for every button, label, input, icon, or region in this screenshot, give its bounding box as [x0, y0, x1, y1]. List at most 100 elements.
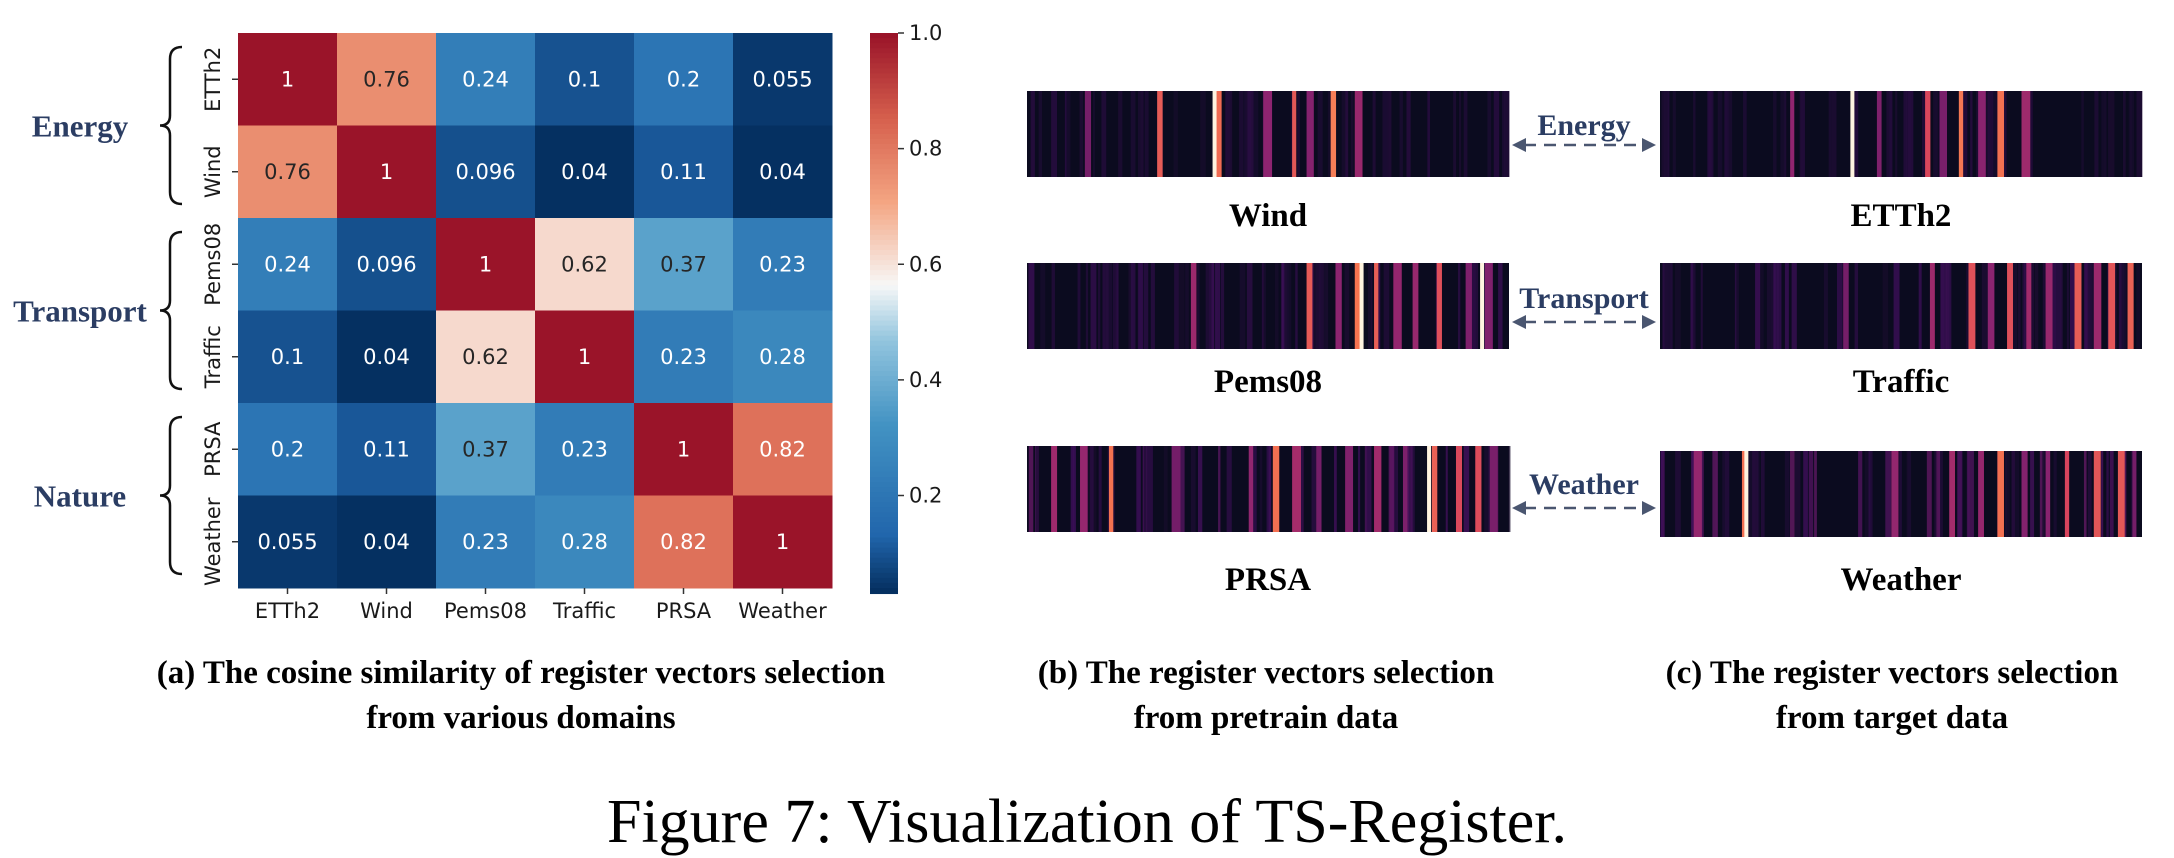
- register-bar: [1958, 91, 1964, 177]
- heatmap-cell: [436, 218, 536, 311]
- register-bar: [1274, 263, 1279, 349]
- register-bar: [1436, 263, 1442, 349]
- register-bar: [1675, 263, 1681, 349]
- register-bar: [1051, 91, 1058, 177]
- colorbar-segment: [870, 33, 898, 40]
- register-bar: [1374, 446, 1382, 532]
- register-bar: [1675, 451, 1681, 537]
- colorbar-segment: [870, 249, 898, 256]
- colorbar-segment: [870, 285, 898, 292]
- register-bar: [1320, 263, 1324, 349]
- colorbar-segment: [870, 547, 898, 554]
- heatmap-cell: [634, 495, 734, 589]
- register-bar: [2106, 451, 2109, 537]
- register-bar: [1173, 91, 1178, 177]
- register-bar: [2121, 263, 2127, 349]
- register-bar: [1472, 263, 1479, 349]
- register-bar: [2042, 263, 2049, 349]
- register-bar: [1196, 263, 1200, 349]
- heatmap-cell-label: 0.76: [264, 160, 311, 184]
- register-bar: [1940, 263, 1947, 349]
- colorbar-segment: [870, 290, 898, 297]
- colorbar-segment: [870, 138, 898, 145]
- register-bar: [1925, 91, 1931, 177]
- colorbar-segment: [870, 517, 898, 524]
- register-bar: [1458, 91, 1462, 177]
- register-bar: [2042, 451, 2048, 537]
- x-tick-label: Weather: [738, 599, 827, 623]
- heatmap-cell: [337, 218, 437, 311]
- register-bar: [1939, 91, 1948, 177]
- colorbar-segment: [870, 154, 898, 161]
- colorbar-segment: [870, 88, 898, 95]
- strip-label: ETTh2: [1851, 198, 1952, 234]
- colorbar-segment: [870, 371, 898, 378]
- register-bar: [2034, 263, 2039, 349]
- register-bar: [1993, 91, 1999, 177]
- colorbar-segment: [870, 260, 898, 267]
- colorbar-tick-label: 1.0: [909, 21, 942, 45]
- caption-c-line2: from target data: [1776, 700, 2008, 736]
- colorbar-segment: [870, 562, 898, 569]
- register-bar: [2021, 91, 2031, 177]
- register-bar: [1272, 446, 1280, 532]
- register-bar: [1693, 91, 1696, 177]
- register-bar: [2069, 263, 2076, 349]
- register-bar: [1178, 263, 1185, 349]
- colorbar-segment: [870, 325, 898, 332]
- register-bar: [1935, 451, 1941, 537]
- y-tick-label: ETTh2: [201, 47, 225, 112]
- heatmap-cell: [634, 310, 734, 404]
- register-bar: [1327, 91, 1332, 177]
- register-bar: [2055, 263, 2061, 349]
- register-bar: [1209, 263, 1215, 349]
- heatmap-cell: [238, 403, 338, 496]
- register-bar: [1690, 263, 1694, 349]
- colorbar-segment: [870, 466, 898, 473]
- register-bar: [1344, 263, 1350, 349]
- register-bar: [1263, 263, 1266, 349]
- register-bar: [1475, 446, 1482, 532]
- register-bar: [1130, 91, 1136, 177]
- register-bar: [1978, 451, 1984, 537]
- register-bar: [1345, 91, 1349, 177]
- heatmap-cell-label: 1: [776, 530, 789, 554]
- register-bar: [1997, 451, 2004, 537]
- colorbar-segment: [870, 416, 898, 423]
- colorbar-segment: [870, 456, 898, 463]
- register-bar: [2029, 91, 2033, 177]
- colorbar-segment: [870, 461, 898, 468]
- colorbar-segment: [870, 219, 898, 226]
- group-brace: [159, 230, 183, 391]
- register-bar: [1926, 451, 1932, 537]
- register-bar: [1136, 446, 1141, 532]
- colorbar-segment: [870, 209, 898, 216]
- colorbar-segment: [870, 477, 898, 484]
- register-bar: [2093, 451, 2101, 537]
- heatmap-cell: [634, 125, 734, 219]
- register-bar: [1929, 263, 1935, 349]
- heatmap-cell-label: 0.055: [752, 67, 812, 91]
- register-bar: [1968, 451, 1974, 537]
- colorbar-segment: [870, 159, 898, 166]
- heatmap-cell: [238, 125, 338, 219]
- register-bar: [2109, 451, 2114, 537]
- heatmap-cell-label: 1: [380, 160, 393, 184]
- heatmap-cell-label: 0.1: [568, 67, 601, 91]
- colorbar-segment: [870, 512, 898, 519]
- colorbar-segment: [870, 305, 898, 312]
- colorbar: 0.2 0.4 0.6 0.8 1.0: [870, 21, 942, 595]
- y-tick-label: Traffic: [201, 325, 225, 389]
- domain-connectors: Energy Transport Weather: [1512, 109, 1656, 515]
- register-bar: [1090, 263, 1097, 349]
- register-bar: [1040, 263, 1046, 349]
- register-bar: [1190, 263, 1197, 349]
- colorbar-segment: [870, 376, 898, 383]
- register-bar: [1780, 91, 1785, 177]
- register-bar: [1098, 446, 1102, 532]
- colorbar-segment: [870, 542, 898, 549]
- colorbar-segment: [870, 315, 898, 322]
- colorbar-segment: [870, 53, 898, 60]
- register-bar: [1744, 451, 1749, 537]
- colorbar-tick-label: 0.8: [909, 137, 942, 161]
